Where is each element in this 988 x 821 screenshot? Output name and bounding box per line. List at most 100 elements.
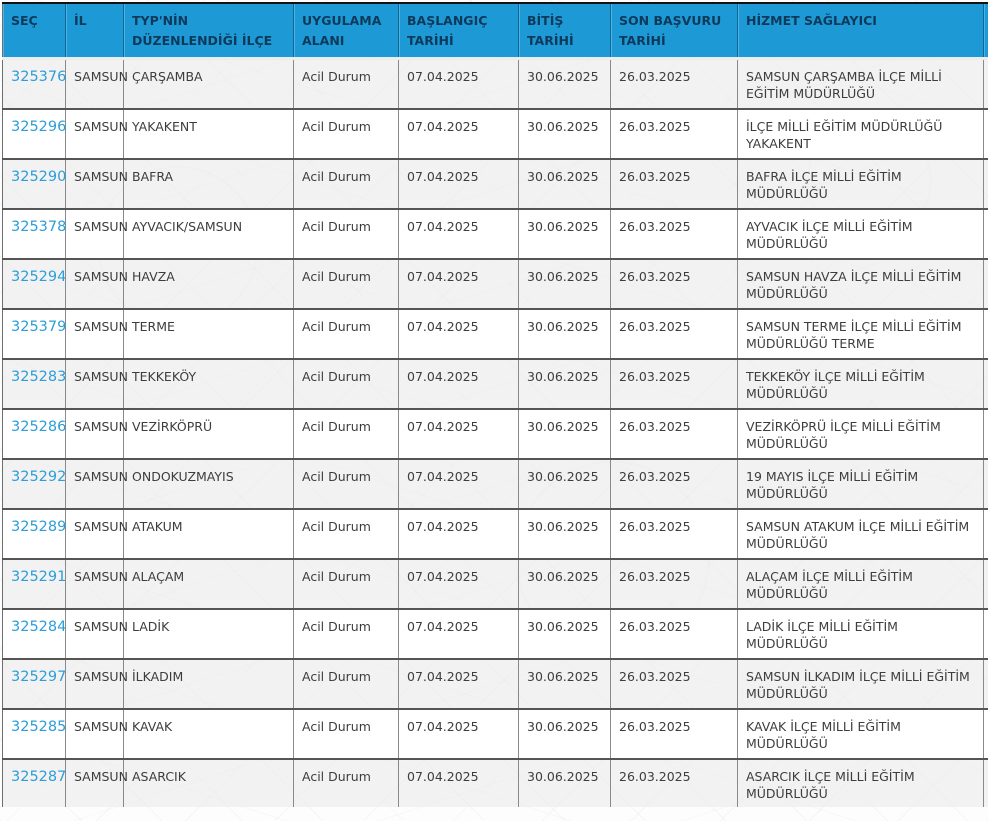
cell-son: 26.03.2025 (610, 559, 738, 610)
cell-bitis: 30.06.2025 (518, 159, 611, 210)
cell-sec: 325297 (2, 659, 67, 710)
cell-ilce: ASARCIK (123, 759, 294, 807)
column-header-sec: SEÇ (2, 3, 66, 60)
cell-saglayici: SAMSUN ATAKUM İLÇE MİLLİ EĞİTİM MÜDÜRLÜĞ… (737, 509, 984, 560)
cell-il: SAMSUN (65, 359, 128, 410)
cell-alan: Acil Durum (293, 659, 399, 710)
cell-extra (983, 209, 988, 260)
cell-alan: Acil Durum (293, 759, 399, 807)
cell-saglayici: 19 MAYIS İLÇE MİLLİ EĞİTİM MÜDÜRLÜĞÜ (737, 459, 984, 510)
job-id-link[interactable]: 325296 (11, 119, 67, 135)
cell-saglayici: SAMSUN ÇARŞAMBA İLÇE MİLLİ EĞİTİM MÜDÜRL… (737, 58, 984, 110)
cell-sec: 325292 (2, 459, 67, 510)
table-header-row: SEÇ İL TYP'NİN DÜZENLENDİĞİ İLÇE UYGULAM… (2, 3, 988, 60)
table-row: 325292 SAMSUN ONDOKUZMAYIS Acil Durum 07.04.… (2, 459, 988, 510)
cell-il: SAMSUN (65, 709, 128, 760)
cell-baslangic: 07.04.2025 (398, 109, 519, 160)
cell-saglayici: TEKKEKÖY İLÇE MİLLİ EĞİTİM MÜDÜRLÜĞÜ (737, 359, 984, 410)
job-id-link[interactable]: 325291 (11, 569, 67, 585)
job-id-link[interactable]: 325285 (11, 719, 67, 735)
job-id-link[interactable]: 325376 (11, 69, 67, 85)
table-row: 325284 SAMSUN LADİK Acil Durum 07.04.2025 30.… (2, 609, 988, 660)
cell-ilce: ONDOKUZMAYIS (123, 459, 294, 510)
cell-son: 26.03.2025 (610, 759, 738, 807)
cell-bitis: 30.06.2025 (518, 209, 611, 260)
cell-extra (983, 359, 988, 410)
cell-il: SAMSUN (65, 409, 128, 460)
cell-bitis: 30.06.2025 (518, 109, 611, 160)
cell-extra (983, 409, 988, 460)
job-id-link[interactable]: 325297 (11, 669, 67, 685)
cell-son: 26.03.2025 (610, 709, 738, 760)
cell-baslangic: 07.04.2025 (398, 559, 519, 610)
job-id-link[interactable]: 325294 (11, 269, 67, 285)
cell-sec: 325294 (2, 259, 67, 310)
cell-bitis: 30.06.2025 (518, 409, 611, 460)
column-header-ilce: TYP'NİN DÜZENLENDİĞİ İLÇE (123, 3, 294, 60)
table-row: 325376 SAMSUN ÇARŞAMBA Acil Durum 07.04.2025… (2, 58, 988, 110)
job-listings-table: SEÇ İL TYP'NİN DÜZENLENDİĞİ İLÇE UYGULAM… (2, 2, 988, 807)
cell-il: SAMSUN (65, 559, 128, 610)
job-id-link[interactable]: 325289 (11, 519, 67, 535)
cell-sec: 325284 (2, 609, 67, 660)
job-id-link[interactable]: 325286 (11, 419, 67, 435)
table-row: 325285 SAMSUN KAVAK Acil Durum 07.04.2025 30.… (2, 709, 988, 760)
cell-alan: Acil Durum (293, 709, 399, 760)
cell-ilce: ATAKUM (123, 509, 294, 560)
job-id-link[interactable]: 325378 (11, 219, 67, 235)
table-row: 325378 SAMSUN AYVACIK/SAMSUN Acil Durum 07.0… (2, 209, 988, 260)
job-id-link[interactable]: 325292 (11, 469, 67, 485)
cell-baslangic: 07.04.2025 (398, 159, 519, 210)
table-row: 325379 SAMSUN TERME Acil Durum 07.04.2025 30.… (2, 309, 988, 360)
cell-il: SAMSUN (65, 509, 128, 560)
cell-extra (983, 58, 988, 110)
cell-extra (983, 459, 988, 510)
table-row: 325290 SAMSUN BAFRA Acil Durum 07.04.2025 30.… (2, 159, 988, 210)
cell-baslangic: 07.04.2025 (398, 359, 519, 410)
cell-ilce: VEZİRKÖPRÜ (123, 409, 294, 460)
job-id-link[interactable]: 325290 (11, 169, 67, 185)
cell-il: SAMSUN (65, 259, 128, 310)
cell-alan: Acil Durum (293, 259, 399, 310)
cell-ilce: LADİK (123, 609, 294, 660)
column-header-saglayici: HİZMET SAĞLAYICI (737, 3, 984, 60)
cell-saglayici: SAMSUN TERME İLÇE MİLLİ EĞİTİM MÜDÜRLÜĞÜ… (737, 309, 984, 360)
cell-bitis: 30.06.2025 (518, 559, 611, 610)
cell-extra (983, 659, 988, 710)
table-row: 325296 SAMSUN YAKAKENT Acil Durum 07.04.2025… (2, 109, 988, 160)
cell-bitis: 30.06.2025 (518, 259, 611, 310)
cell-baslangic: 07.04.2025 (398, 659, 519, 710)
job-id-link[interactable]: 325287 (11, 769, 67, 785)
table-body: 325376 SAMSUN ÇARŞAMBA Acil Durum 07.04.2025… (2, 58, 988, 807)
cell-saglayici: SAMSUN HAVZA İLÇE MİLLİ EĞİTİM MÜDÜRLÜĞÜ (737, 259, 984, 310)
job-id-link[interactable]: 325283 (11, 369, 67, 385)
job-id-link[interactable]: 325379 (11, 319, 67, 335)
cell-sec: 325290 (2, 159, 67, 210)
cell-sec: 325296 (2, 109, 67, 160)
cell-extra (983, 259, 988, 310)
job-listings-table-container: SEÇ İL TYP'NİN DÜZENLENDİĞİ İLÇE UYGULAM… (2, 2, 988, 807)
cell-son: 26.03.2025 (610, 209, 738, 260)
job-id-link[interactable]: 325284 (11, 619, 67, 635)
table-row: 325297 SAMSUN İLKADIM Acil Durum 07.04.2025 3… (2, 659, 988, 710)
cell-alan: Acil Durum (293, 159, 399, 210)
column-header-bitis: BİTİŞ TARİHİ (518, 3, 611, 60)
cell-baslangic: 07.04.2025 (398, 459, 519, 510)
cell-baslangic: 07.04.2025 (398, 759, 519, 807)
cell-extra (983, 509, 988, 560)
cell-saglayici: SAMSUN İLKADIM İLÇE MİLLİ EĞİTİM MÜDÜRLÜ… (737, 659, 984, 710)
cell-bitis: 30.06.2025 (518, 359, 611, 410)
cell-saglayici: LADİK İLÇE MİLLİ EĞİTİM MÜDÜRLÜĞÜ (737, 609, 984, 660)
cell-sec: 325376 (2, 58, 67, 110)
cell-son: 26.03.2025 (610, 159, 738, 210)
cell-il: SAMSUN (65, 109, 128, 160)
cell-bitis: 30.06.2025 (518, 58, 611, 110)
cell-son: 26.03.2025 (610, 459, 738, 510)
cell-saglayici: KAVAK İLÇE MİLLİ EĞİTİM MÜDÜRLÜĞÜ (737, 709, 984, 760)
cell-alan: Acil Durum (293, 109, 399, 160)
cell-baslangic: 07.04.2025 (398, 609, 519, 660)
cell-alan: Acil Durum (293, 409, 399, 460)
cell-il: SAMSUN (65, 759, 128, 807)
cell-alan: Acil Durum (293, 209, 399, 260)
